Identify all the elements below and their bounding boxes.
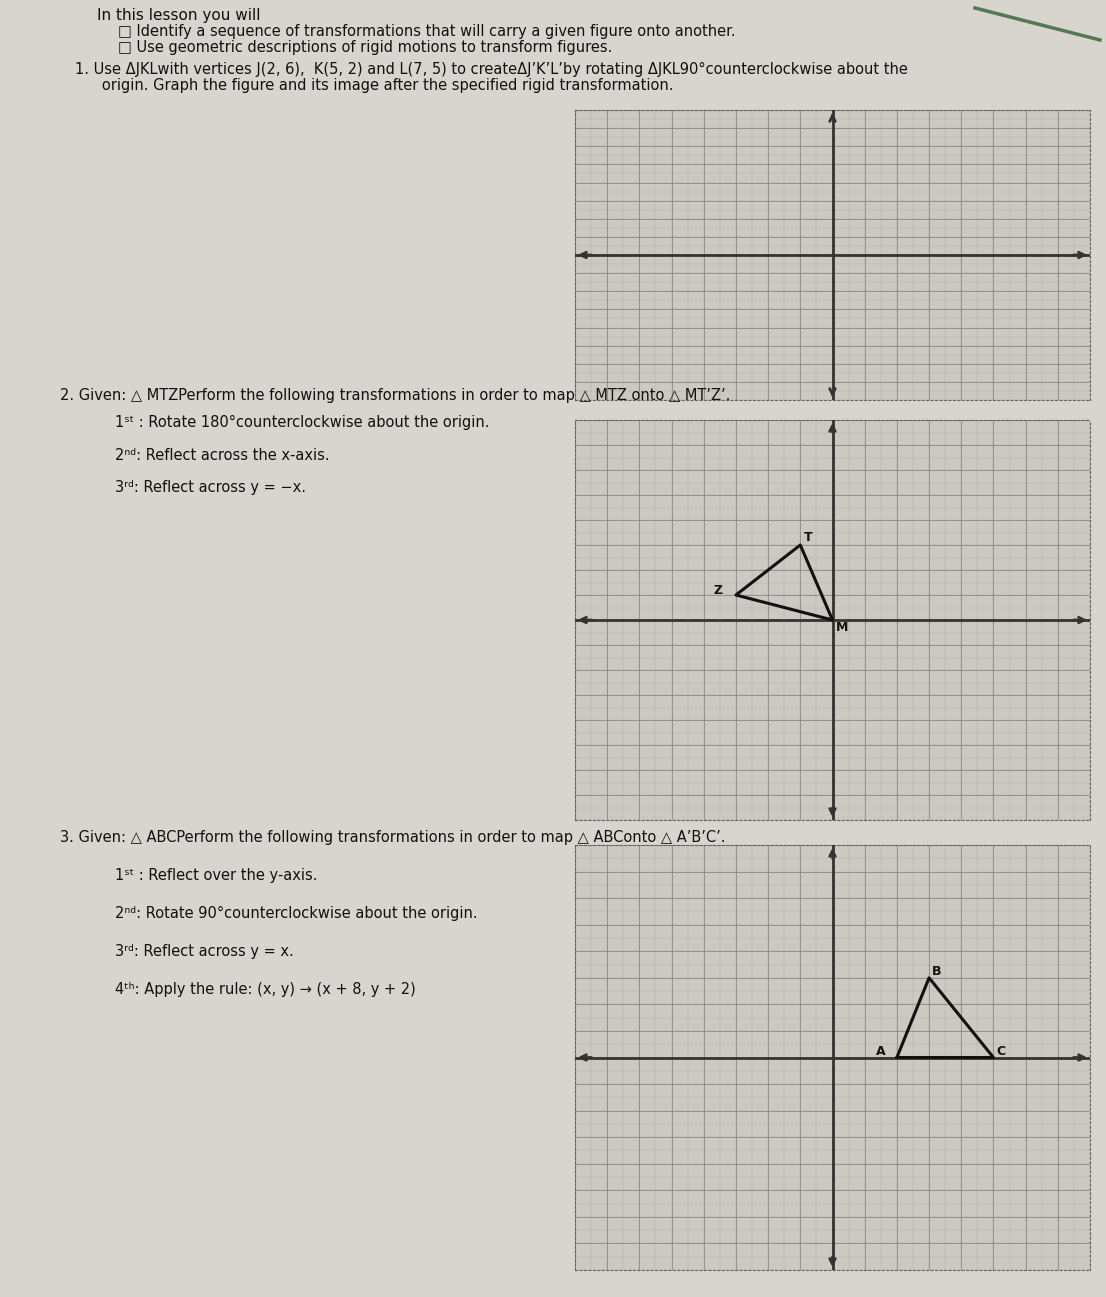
Text: 3ʳᵈ: Reflect across y = x.: 3ʳᵈ: Reflect across y = x. — [115, 944, 294, 958]
Text: 2ⁿᵈ: Reflect across the x-axis.: 2ⁿᵈ: Reflect across the x-axis. — [115, 447, 330, 463]
Text: B: B — [932, 965, 942, 978]
Text: T: T — [804, 532, 812, 545]
Text: origin. Graph the figure and its image after the specified rigid transformation.: origin. Graph the figure and its image a… — [88, 78, 674, 93]
Text: 1ˢᵗ : Rotate 180°counterclockwise about the origin.: 1ˢᵗ : Rotate 180°counterclockwise about … — [115, 415, 490, 431]
Text: □ Identify a sequence of transformations that will carry a given figure onto ano: □ Identify a sequence of transformations… — [118, 25, 735, 39]
Text: □ Use geometric descriptions of rigid motions to transform figures.: □ Use geometric descriptions of rigid mo… — [118, 40, 613, 54]
Text: In this lesson you will: In this lesson you will — [97, 8, 261, 23]
Text: 2ⁿᵈ: Rotate 90°counterclockwise about the origin.: 2ⁿᵈ: Rotate 90°counterclockwise about th… — [115, 907, 478, 921]
Text: 2. Given: △ MTZPerform the following transformations in order to map △ MTZ onto : 2. Given: △ MTZPerform the following tra… — [60, 388, 730, 403]
Text: 3. Given: △ ABCPerform the following transformations in order to map △ ABConto △: 3. Given: △ ABCPerform the following tra… — [60, 830, 726, 846]
Text: 1. Use ΔJKLwith vertices J(2, 6),  K(5, 2) and L(7, 5) to createΔJ’K’L’by rotati: 1. Use ΔJKLwith vertices J(2, 6), K(5, 2… — [75, 62, 908, 77]
Text: Z: Z — [713, 584, 722, 597]
Text: 3ʳᵈ: Reflect across y = −x.: 3ʳᵈ: Reflect across y = −x. — [115, 480, 306, 495]
Text: 4ᵗʰ: Apply the rule: (x, y) → (x + 8, y + 2): 4ᵗʰ: Apply the rule: (x, y) → (x + 8, y … — [115, 982, 416, 997]
Text: M: M — [836, 621, 848, 634]
Text: A: A — [876, 1045, 886, 1058]
Text: C: C — [997, 1045, 1005, 1058]
Text: 1ˢᵗ : Reflect over the y-axis.: 1ˢᵗ : Reflect over the y-axis. — [115, 868, 317, 883]
